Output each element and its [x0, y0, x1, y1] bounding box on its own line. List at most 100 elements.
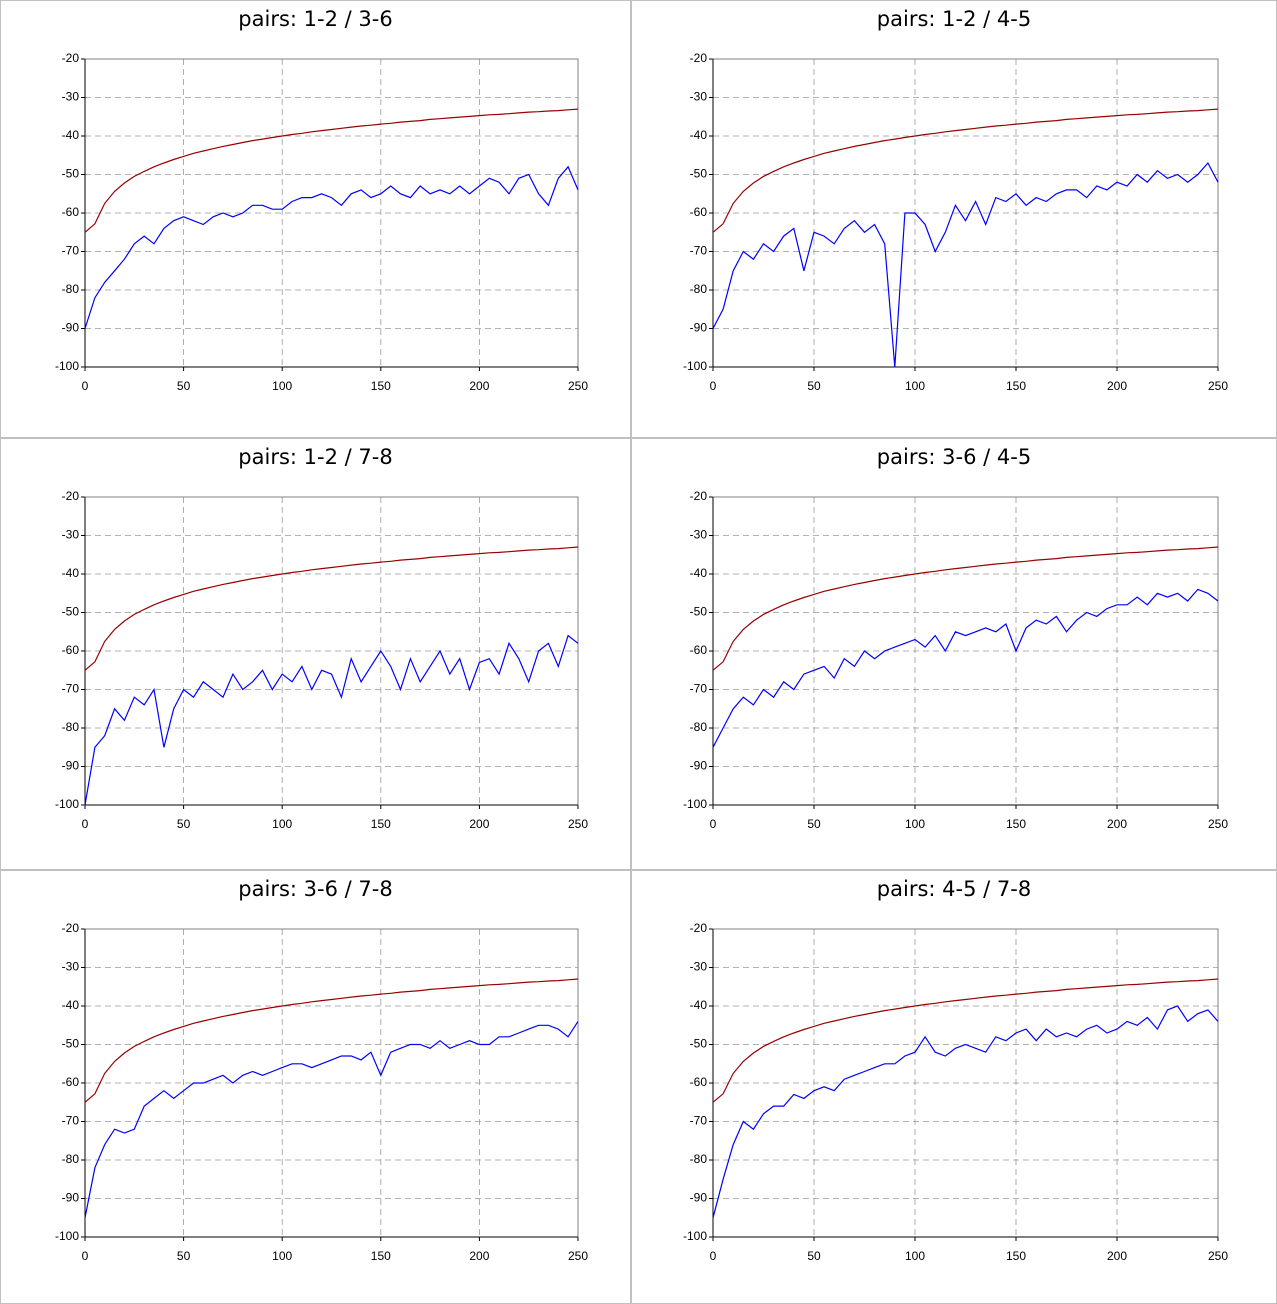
- data-line: [712, 978, 1219, 1103]
- y-tick-label: -30: [690, 90, 708, 104]
- x-tick-label: 250: [1208, 1249, 1228, 1263]
- y-tick-label: -20: [62, 51, 80, 65]
- x-tick-label: 0: [82, 379, 89, 393]
- x-tick-label: 50: [807, 379, 821, 393]
- y-tick-label: -70: [690, 682, 708, 696]
- y-tick-label: -20: [62, 921, 80, 935]
- y-tick-label: -40: [62, 566, 80, 580]
- y-tick-label: -70: [690, 244, 708, 258]
- data-line: [84, 1021, 579, 1218]
- x-tick-label: 250: [1208, 379, 1228, 393]
- y-tick-label: -60: [690, 1075, 708, 1089]
- y-tick-label: -70: [62, 244, 80, 258]
- y-tick-label: -30: [62, 528, 80, 542]
- y-tick-label: -70: [62, 682, 80, 696]
- x-tick-label: 50: [177, 817, 191, 831]
- x-tick-label: 200: [1107, 817, 1127, 831]
- y-tick-label: -80: [690, 1152, 708, 1166]
- data-line: [84, 108, 579, 233]
- x-tick-label: 250: [568, 817, 588, 831]
- x-tick-label: 100: [905, 379, 925, 393]
- x-tick-label: 0: [82, 1249, 89, 1263]
- x-tick-label: 100: [272, 1249, 292, 1263]
- y-tick-label: -30: [690, 960, 708, 974]
- y-tick-label: -30: [690, 528, 708, 542]
- y-tick-label: -40: [62, 998, 80, 1012]
- y-tick-label: -80: [62, 1152, 80, 1166]
- y-tick-label: -70: [690, 1114, 708, 1128]
- x-tick-label: 150: [1006, 379, 1026, 393]
- data-line: [84, 165, 579, 329]
- chart-title: pairs: 3-6 / 7-8: [238, 877, 392, 901]
- y-tick-label: -70: [62, 1114, 80, 1128]
- y-tick-label: -40: [690, 566, 708, 580]
- data-line: [84, 546, 579, 671]
- x-tick-label: 150: [371, 817, 391, 831]
- x-tick-label: 0: [710, 1249, 717, 1263]
- y-tick-label: -60: [62, 643, 80, 657]
- y-tick-label: -100: [683, 797, 707, 811]
- x-tick-label: 0: [710, 379, 717, 393]
- y-tick-label: -20: [62, 489, 80, 503]
- y-tick-label: -60: [690, 643, 708, 657]
- x-tick-label: 250: [1208, 817, 1228, 831]
- chart-title: pairs: 1-2 / 7-8: [238, 445, 392, 469]
- x-tick-label: 50: [177, 379, 191, 393]
- y-tick-label: -80: [690, 720, 708, 734]
- y-tick-label: -20: [690, 489, 708, 503]
- x-tick-label: 250: [568, 379, 588, 393]
- x-tick-label: 150: [371, 379, 391, 393]
- x-tick-label: 100: [272, 817, 292, 831]
- y-tick-label: -20: [690, 921, 708, 935]
- data-line: [712, 161, 1219, 368]
- y-tick-label: -30: [62, 90, 80, 104]
- x-tick-label: 100: [905, 1249, 925, 1263]
- y-tick-label: -90: [62, 1191, 80, 1205]
- y-tick-label: -30: [62, 960, 80, 974]
- y-tick-label: -90: [690, 1191, 708, 1205]
- x-tick-label: 100: [905, 817, 925, 831]
- y-tick-label: -100: [683, 1229, 707, 1243]
- x-tick-label: 200: [1107, 379, 1127, 393]
- data-line: [712, 1005, 1219, 1218]
- x-tick-label: 250: [568, 1249, 588, 1263]
- x-tick-label: 150: [1006, 817, 1026, 831]
- chart-title: pairs: 1-2 / 3-6: [238, 7, 392, 31]
- x-tick-label: 50: [807, 1249, 821, 1263]
- y-tick-label: -40: [690, 998, 708, 1012]
- x-tick-label: 200: [469, 817, 489, 831]
- y-tick-label: -90: [690, 321, 708, 335]
- y-tick-label: -60: [62, 1075, 80, 1089]
- x-tick-label: 200: [469, 1249, 489, 1263]
- data-line: [712, 588, 1219, 748]
- data-line: [712, 546, 1219, 671]
- x-tick-label: 50: [807, 817, 821, 831]
- y-tick-label: -50: [690, 1037, 708, 1051]
- y-tick-label: -90: [690, 759, 708, 773]
- y-tick-label: -60: [690, 205, 708, 219]
- y-tick-label: -50: [62, 605, 80, 619]
- y-tick-label: -50: [690, 167, 708, 181]
- x-tick-label: 200: [469, 379, 489, 393]
- x-tick-label: 150: [1006, 1249, 1026, 1263]
- x-tick-label: 0: [82, 817, 89, 831]
- y-tick-label: -80: [62, 720, 80, 734]
- data-line: [712, 108, 1219, 233]
- x-tick-label: 0: [710, 817, 717, 831]
- y-tick-label: -90: [62, 759, 80, 773]
- chart-title: pairs: 1-2 / 4-5: [877, 7, 1031, 31]
- y-tick-label: -20: [690, 51, 708, 65]
- y-tick-label: -50: [62, 167, 80, 181]
- chart-title: pairs: 3-6 / 4-5: [877, 445, 1031, 469]
- chart-title: pairs: 4-5 / 7-8: [877, 877, 1031, 901]
- x-tick-label: 150: [371, 1249, 391, 1263]
- y-tick-label: -100: [55, 359, 79, 373]
- x-tick-label: 100: [272, 379, 292, 393]
- y-tick-label: -80: [690, 282, 708, 296]
- y-tick-label: -100: [55, 1229, 79, 1243]
- y-tick-label: -80: [62, 282, 80, 296]
- x-tick-label: 200: [1107, 1249, 1127, 1263]
- data-line: [84, 978, 579, 1103]
